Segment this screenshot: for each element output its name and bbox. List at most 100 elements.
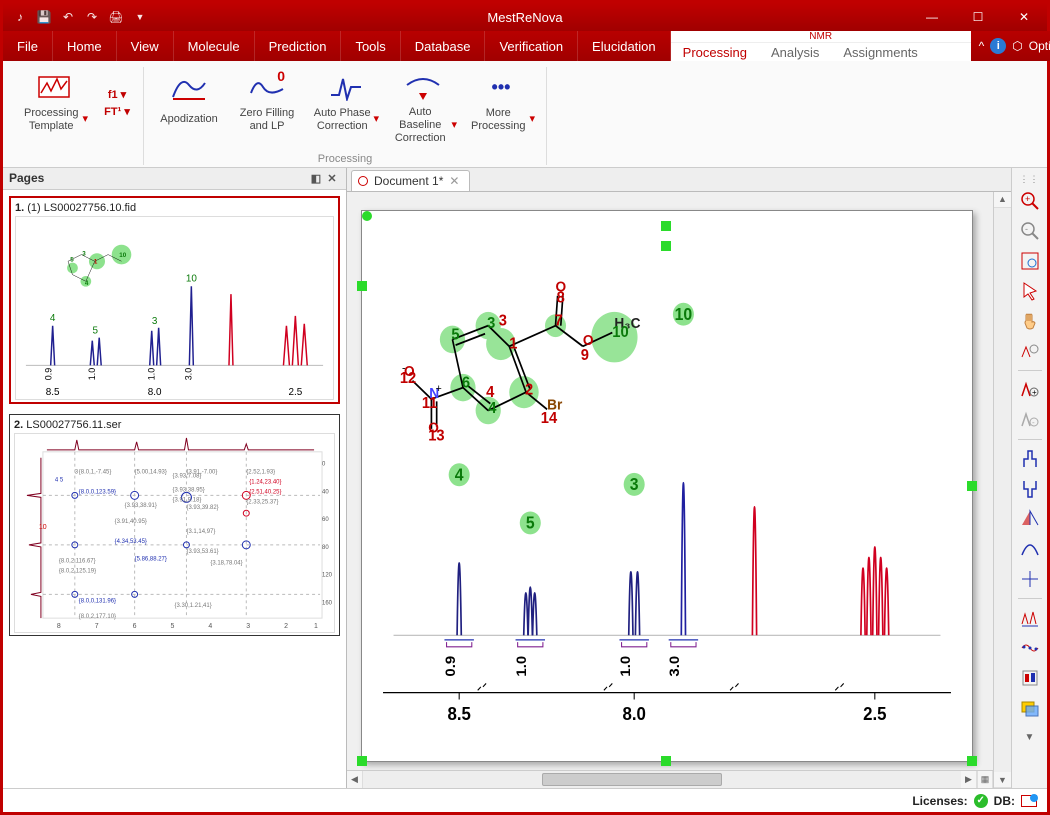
- svg-text:4: 4: [455, 465, 465, 484]
- options-label: Options: [1029, 39, 1050, 53]
- scroll-right-icon[interactable]: ▶: [961, 771, 977, 788]
- document-tab-1[interactable]: Document 1* ✕: [351, 170, 470, 191]
- zoom-out-icon[interactable]: -: [1016, 217, 1044, 245]
- undo-icon[interactable]: ↶: [59, 8, 77, 26]
- peak-pick-down-icon[interactable]: [1016, 475, 1044, 503]
- overlay-icon[interactable]: [1016, 694, 1044, 722]
- crosshair-icon[interactable]: [1016, 565, 1044, 593]
- sel-handle[interactable]: [362, 211, 372, 221]
- tab-database[interactable]: Database: [401, 31, 486, 61]
- qat-dropdown-icon[interactable]: ▼: [131, 8, 149, 26]
- zero-filling-button[interactable]: 0 Zero Filling and LP: [230, 67, 304, 151]
- tab-verification[interactable]: Verification: [485, 31, 578, 61]
- pages-list[interactable]: 1. (1) LS00027756.10.fid 1: [3, 190, 346, 788]
- auto-baseline-icon: [405, 72, 441, 102]
- tab-home[interactable]: Home: [53, 31, 117, 61]
- panel-float-icon[interactable]: ◧: [308, 170, 324, 186]
- zoom-in-icon[interactable]: +: [1016, 187, 1044, 215]
- toolbar-more-icon[interactable]: ▼: [1016, 724, 1044, 752]
- pointer-icon[interactable]: [1016, 277, 1044, 305]
- auto-baseline-button[interactable]: Auto Baseline Correction ▾: [386, 67, 460, 151]
- page-thumb-2[interactable]: 2. LS00027756.11.ser: [9, 414, 340, 636]
- view-mode-icon[interactable]: ▦: [977, 771, 993, 788]
- document-canvas[interactable]: OOOONBrH₃C 123478911121314 354610 - + 40…: [347, 192, 993, 770]
- tab-molecule[interactable]: Molecule: [174, 31, 255, 61]
- multiplet-icon[interactable]: [1016, 604, 1044, 632]
- sel-handle[interactable]: [967, 481, 977, 491]
- horizontal-scrollbar[interactable]: ◀ ▶ ▦: [347, 770, 993, 788]
- doc-tab-close-icon[interactable]: ✕: [449, 174, 459, 188]
- svg-text:5: 5: [92, 325, 98, 336]
- svg-text:3.0: 3.0: [668, 655, 683, 676]
- sel-handle[interactable]: [661, 221, 671, 231]
- app-icon[interactable]: ♪: [11, 8, 29, 26]
- tab-file[interactable]: File: [3, 31, 53, 61]
- svg-text:4 5: 4 5: [55, 477, 64, 483]
- license-ok-icon: ✓: [974, 794, 988, 808]
- svg-text:10: 10: [119, 251, 126, 258]
- scroll-up-icon[interactable]: ▲: [994, 192, 1011, 208]
- peak-fit-icon[interactable]: [1016, 535, 1044, 563]
- svg-text:1.0: 1.0: [147, 367, 157, 379]
- info-icon[interactable]: i: [990, 38, 1006, 54]
- scroll-down-icon[interactable]: ▼: [994, 772, 1011, 788]
- tab-view[interactable]: View: [117, 31, 174, 61]
- f1-mini-button[interactable]: f1 ▾: [108, 88, 126, 101]
- svg-text:{3.93,38.95}: {3.93,38.95}: [173, 487, 205, 493]
- zero-badge: 0: [277, 68, 285, 84]
- svg-text:0: 0: [322, 461, 326, 467]
- more-processing-label: More Processing: [467, 107, 529, 133]
- ctx-tab-processing[interactable]: Processing: [671, 43, 759, 61]
- ctx-tab-assignments[interactable]: Assignments: [831, 43, 929, 61]
- ctx-tab-analysis[interactable]: Analysis: [759, 43, 831, 61]
- svg-text:{4.34,53.45}: {4.34,53.45}: [115, 538, 147, 544]
- ft1-mini-button[interactable]: FT¹ ▾: [104, 105, 130, 118]
- scroll-left-icon[interactable]: ◀: [347, 771, 363, 788]
- processing-template-button[interactable]: Processing Template ▾: [17, 67, 91, 139]
- auto-phase-icon: [327, 72, 363, 102]
- svg-text:10: 10: [675, 305, 693, 324]
- maximize-button[interactable]: ☐: [955, 3, 1001, 31]
- context-tab-group: NMR Processing Analysis Assignments: [671, 31, 971, 61]
- auto-phase-button[interactable]: Auto Phase Correction ▾: [308, 67, 382, 151]
- apodization-button[interactable]: Apodization: [152, 67, 226, 151]
- svg-text:1.0: 1.0: [619, 655, 634, 676]
- zoom-peak-out-icon[interactable]: -: [1016, 406, 1044, 434]
- svg-text:{3.1,14,97}: {3.1,14,97}: [186, 529, 215, 535]
- svg-text:3: 3: [630, 475, 639, 494]
- svg-text:-: -: [402, 362, 406, 375]
- print-icon[interactable]: 🖨: [107, 8, 125, 26]
- zoom-box-icon[interactable]: [1016, 247, 1044, 275]
- menu-caret-icon[interactable]: ^: [979, 39, 985, 53]
- help-icon[interactable]: ⬡: [1012, 39, 1022, 53]
- minimize-button[interactable]: —: [909, 3, 955, 31]
- sel-handle[interactable]: [357, 281, 367, 291]
- peak-pick-up-icon[interactable]: [1016, 445, 1044, 473]
- close-button[interactable]: ✕: [1001, 3, 1047, 31]
- sel-handle[interactable]: [967, 756, 977, 766]
- redo-icon[interactable]: ↷: [83, 8, 101, 26]
- toolbar-grip-icon[interactable]: ⋮⋮: [1020, 174, 1040, 185]
- hscroll-thumb[interactable]: [542, 773, 721, 786]
- page-thumb-1[interactable]: 1. (1) LS00027756.10.fid 1: [9, 196, 340, 404]
- sel-handle[interactable]: [661, 756, 671, 766]
- more-processing-button[interactable]: ••• More Processing▾: [464, 67, 538, 151]
- pages-panel: Pages ◧ ✕ 1. (1) LS00027756.10.fid: [3, 168, 347, 788]
- save-icon[interactable]: 💾: [35, 8, 53, 26]
- vertical-scrollbar[interactable]: ▲ ▼: [993, 192, 1011, 788]
- baseline-icon[interactable]: [1016, 634, 1044, 662]
- options-button[interactable]: Options ▾: [1029, 39, 1050, 53]
- thumb2-idx: 2.: [14, 419, 23, 431]
- sel-handle[interactable]: [661, 241, 671, 251]
- hand-icon[interactable]: [1016, 307, 1044, 335]
- zoom-peak-in-icon[interactable]: +: [1016, 376, 1044, 404]
- peak-overlay-icon[interactable]: [1016, 337, 1044, 365]
- peak-half-icon[interactable]: [1016, 505, 1044, 533]
- stack-icon[interactable]: [1016, 664, 1044, 692]
- title-bar: ♪ 💾 ↶ ↷ 🖨 ▼ MestReNova — ☐ ✕: [3, 3, 1047, 31]
- panel-close-icon[interactable]: ✕: [324, 170, 340, 186]
- tab-elucidation[interactable]: Elucidation: [578, 31, 671, 61]
- tab-tools[interactable]: Tools: [341, 31, 400, 61]
- tab-prediction[interactable]: Prediction: [255, 31, 342, 61]
- sel-handle[interactable]: [357, 756, 367, 766]
